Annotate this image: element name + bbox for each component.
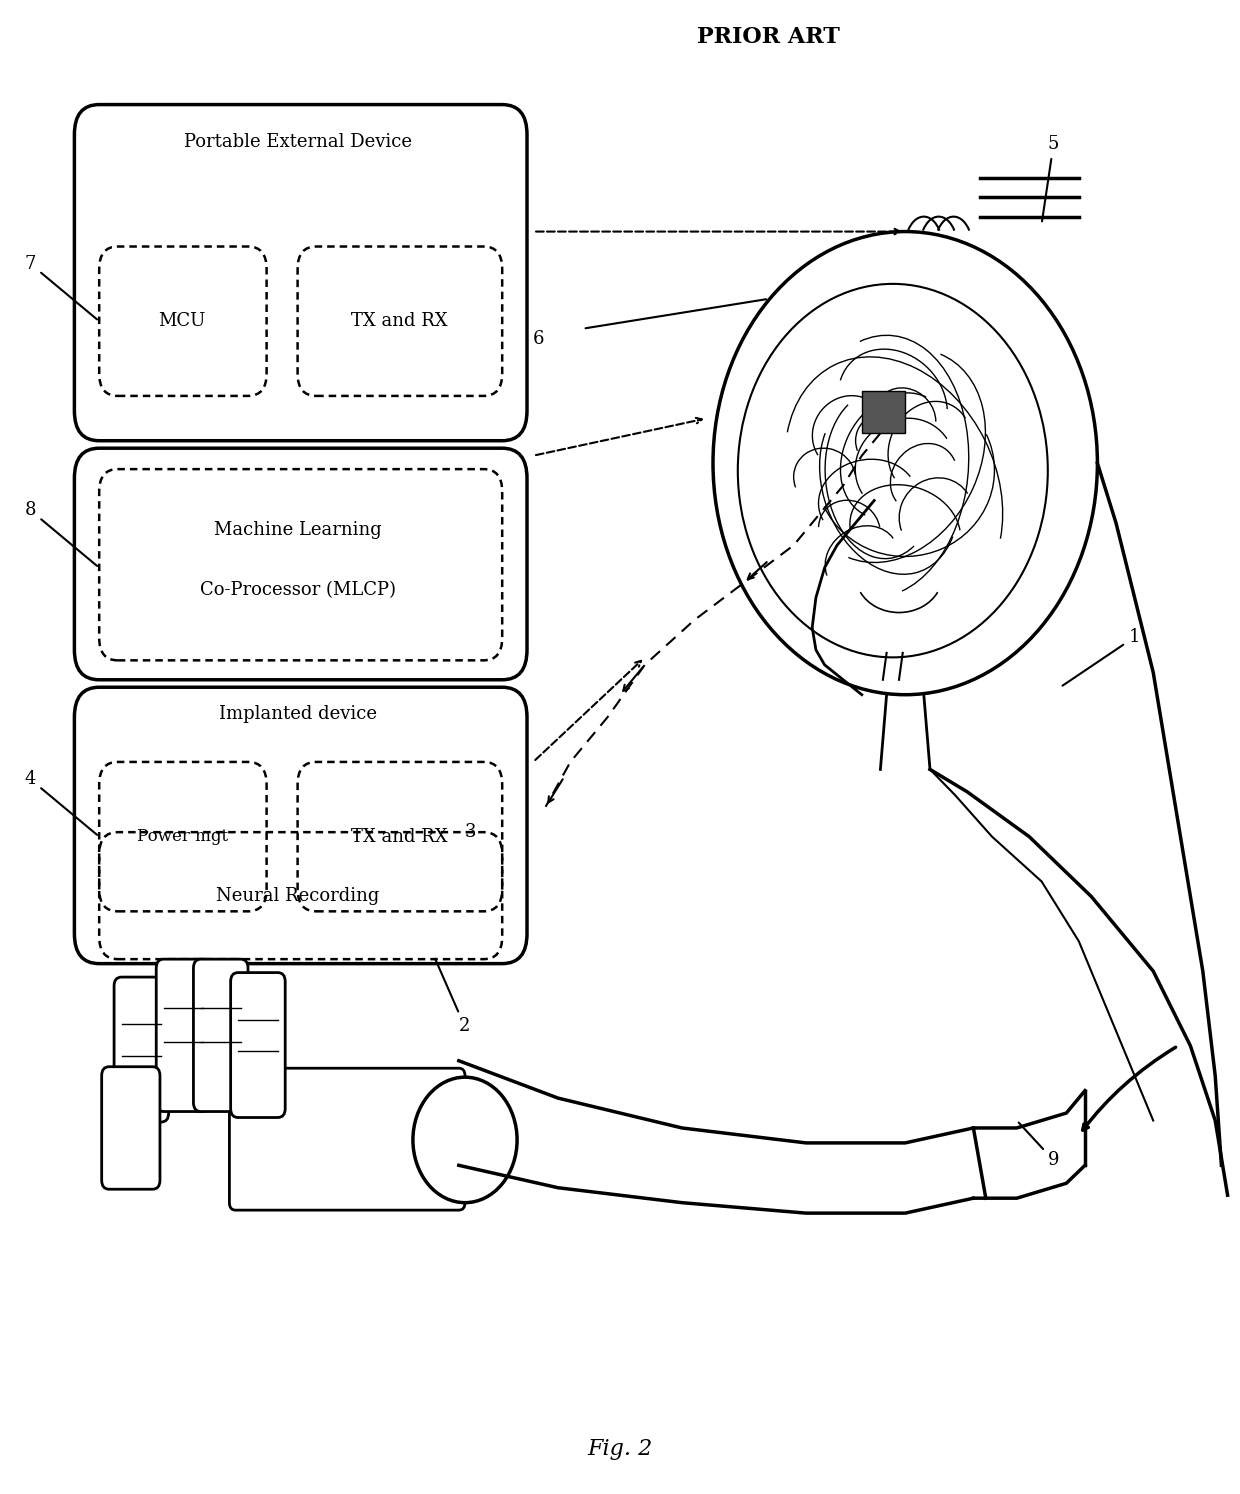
Text: 3: 3 <box>465 823 476 841</box>
FancyBboxPatch shape <box>193 959 248 1112</box>
FancyBboxPatch shape <box>102 1067 160 1189</box>
Text: 6: 6 <box>533 330 544 348</box>
Text: MCU: MCU <box>159 312 206 330</box>
FancyBboxPatch shape <box>114 977 169 1122</box>
Text: TX and RX: TX and RX <box>351 828 448 846</box>
Circle shape <box>413 1077 517 1203</box>
Text: PRIOR ART: PRIOR ART <box>697 27 841 48</box>
Text: 1: 1 <box>1063 629 1140 686</box>
Text: Implanted device: Implanted device <box>218 705 377 723</box>
Text: Portable External Device: Portable External Device <box>184 133 412 151</box>
Text: 2: 2 <box>435 959 470 1035</box>
Text: Power mgt: Power mgt <box>136 828 228 846</box>
Text: Fig. 2: Fig. 2 <box>588 1439 652 1460</box>
Text: 7: 7 <box>25 255 97 320</box>
Text: 8: 8 <box>25 502 97 566</box>
Bar <box>862 391 905 433</box>
FancyBboxPatch shape <box>229 1068 465 1210</box>
FancyBboxPatch shape <box>156 959 211 1112</box>
Text: Neural Recording: Neural Recording <box>216 887 379 905</box>
Text: TX and RX: TX and RX <box>351 312 448 330</box>
Text: Machine Learning: Machine Learning <box>213 521 382 539</box>
FancyBboxPatch shape <box>231 973 285 1118</box>
Text: 5: 5 <box>1042 136 1059 221</box>
Text: Co-Processor (MLCP): Co-Processor (MLCP) <box>200 581 396 599</box>
Text: 9: 9 <box>1019 1122 1059 1170</box>
Text: 4: 4 <box>25 771 97 835</box>
